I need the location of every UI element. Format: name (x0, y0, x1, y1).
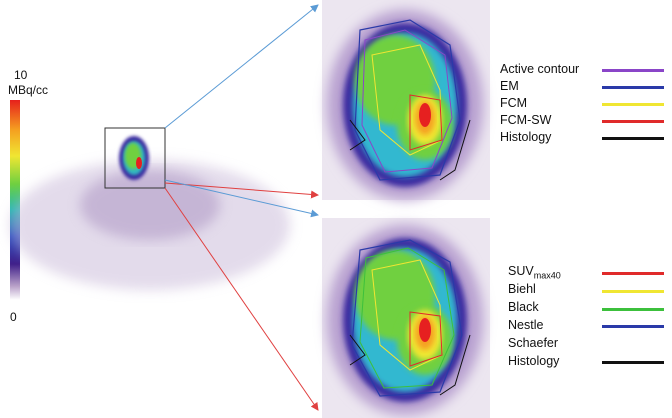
legend-label-fcm-sw: FCM-SW (500, 113, 552, 127)
colorbar (10, 100, 20, 300)
arrow-red-top (164, 182, 319, 199)
legend-label-suv-subscript: max40 (533, 270, 561, 281)
legend-line-histology-bottom (602, 361, 664, 364)
colorbar-min-label: 0 (10, 310, 17, 324)
arrow-blue-top (164, 4, 319, 129)
legend-label-histology: Histology (500, 130, 552, 144)
legend-bottom: SUVmax40 Biehl Black Nestle Schaefer His… (508, 264, 672, 374)
legend-label-nestle: Nestle (508, 318, 544, 332)
legend-line-fcm-sw (602, 120, 664, 123)
legend-label-em: EM (500, 79, 519, 93)
whole-body-pet-image (10, 136, 290, 290)
arrow-blue-bottom (164, 179, 319, 218)
legend-line-schaefer (602, 343, 664, 346)
legend-line-histology (602, 137, 664, 140)
zoomed-pet-panel-bottom (322, 218, 490, 418)
arrow-red-bottom (164, 187, 319, 411)
zoom-region-box (104, 127, 166, 189)
legend-top: Active contour EM FCM FCM-SW Histology (500, 62, 672, 157)
legend-line-nestle (602, 325, 664, 328)
legend-line-suvmax40 (602, 272, 664, 275)
legend-label-active-contour: Active contour (500, 62, 580, 76)
legend-label-schaefer: Schaefer (508, 336, 559, 350)
colorbar-unit-label: MBq/cc (8, 83, 49, 97)
legend-label-biehl: Biehl (508, 282, 536, 296)
legend-line-fcm (602, 103, 664, 106)
legend-label-suvmax40: SUVmax40 (508, 264, 561, 281)
legend-label-histology-bottom: Histology (508, 354, 560, 368)
legend-line-biehl (602, 290, 664, 293)
zoomed-pet-panel-top (322, 0, 490, 200)
legend-label-black: Black (508, 300, 539, 314)
legend-line-em (602, 86, 664, 89)
colorbar-max-label: 10 (14, 68, 28, 82)
legend-line-active-contour (602, 69, 664, 72)
legend-line-black (602, 308, 664, 311)
legend-label-fcm: FCM (500, 96, 528, 110)
legend-label-suv: SUV (508, 264, 534, 278)
